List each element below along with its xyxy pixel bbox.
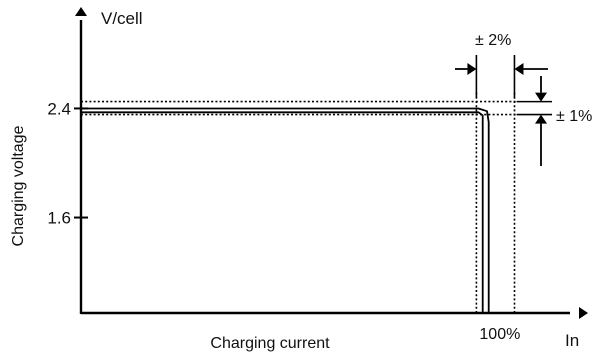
voltage-arrow-top-head xyxy=(535,92,547,102)
x-axis-title: Charging current xyxy=(210,335,330,352)
y-tick-label-1: 2.4 xyxy=(47,99,71,118)
voltage-arrow-bottom-head xyxy=(535,114,547,124)
tolerance-arrows xyxy=(455,55,552,166)
x-axis-arrow xyxy=(579,307,588,319)
y-unit-label: V/cell xyxy=(101,9,143,28)
current-arrow-right-head xyxy=(514,63,524,75)
current-tolerance-label: ± 2% xyxy=(475,32,511,49)
tolerance-bands xyxy=(81,92,517,313)
y-axis-arrow xyxy=(75,7,87,16)
voltage-tolerance-label: ± 1% xyxy=(556,108,592,125)
ticks: 1.6 2.4 100% xyxy=(47,99,520,343)
charging-curve-0 xyxy=(81,107,490,313)
current-arrow-left-head xyxy=(467,63,477,75)
charging-curve-1 xyxy=(81,111,484,313)
y-tick-label-0: 1.6 xyxy=(47,209,71,228)
x-unit-label: In xyxy=(565,331,579,350)
charging-curves xyxy=(81,107,490,313)
x-tick-label-0: 100% xyxy=(479,326,520,343)
axes xyxy=(75,7,588,319)
y-axis-title: Charging voltage xyxy=(10,125,27,246)
